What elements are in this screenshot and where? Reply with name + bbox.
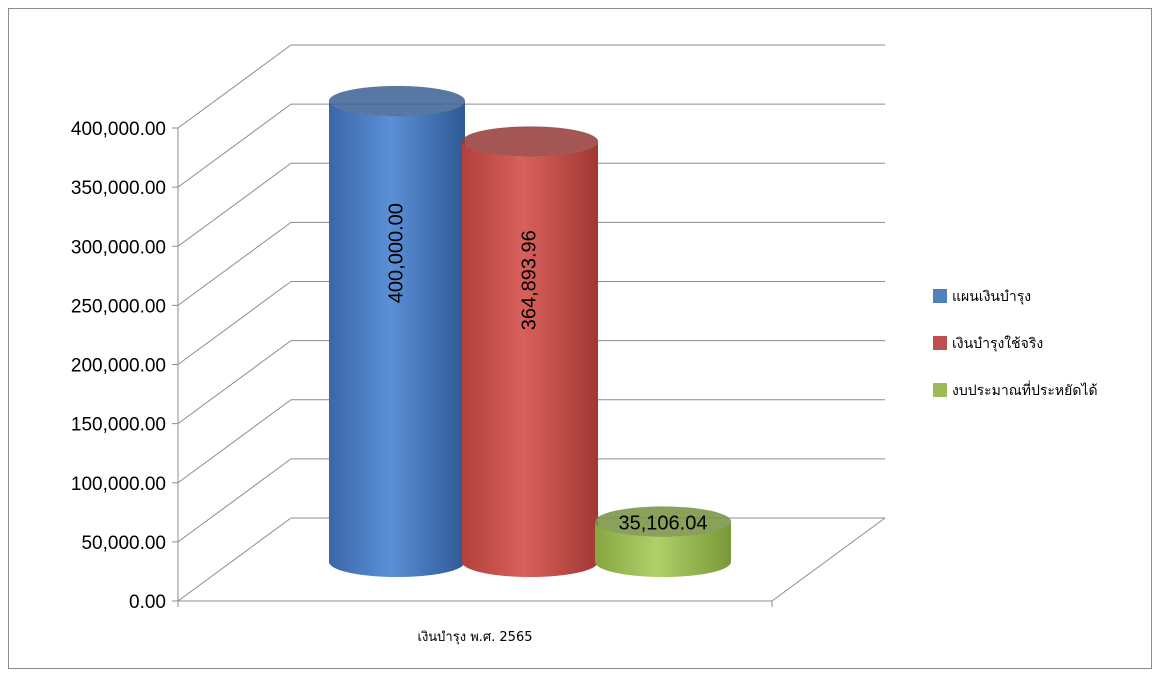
legend-swatch xyxy=(933,336,947,350)
bar-top xyxy=(461,125,599,157)
bar-3: 35,106.04 xyxy=(594,506,732,577)
gridline-side xyxy=(177,44,292,129)
data-label: 400,000.00 xyxy=(385,203,407,303)
bar-body xyxy=(329,101,465,577)
bar-top xyxy=(594,506,732,538)
y-tick-label: 250,000.00 xyxy=(71,296,166,317)
legend-swatch xyxy=(933,383,947,397)
y-tick-label: 50,000.00 xyxy=(81,533,166,554)
bar-top xyxy=(328,85,466,117)
bar-top-shade xyxy=(462,126,598,157)
gridline-side xyxy=(177,340,292,425)
gridline-side xyxy=(177,103,292,188)
x-axis-categories: เงินบำรุง พ.ศ. 2565 xyxy=(418,630,533,645)
bars: 400,000.00 364,893.96 35,106.04 xyxy=(328,85,732,577)
legend-label: แผนเงินบำรุง xyxy=(952,289,1031,305)
bar-body xyxy=(595,521,731,577)
bar-body xyxy=(462,141,598,577)
gridline-side xyxy=(177,162,292,247)
gridline-side xyxy=(177,281,292,365)
bar-1: 400,000.00 xyxy=(328,85,466,577)
legend-item-2: เงินบำรุงใช้จริง xyxy=(933,335,1043,352)
gridline-side xyxy=(177,399,292,484)
legend-item-3: งบประมาณที่ประหยัดได้ xyxy=(933,381,1098,399)
data-label: 364,893.96 xyxy=(518,230,540,330)
y-tick-label: 200,000.00 xyxy=(71,356,166,377)
legend-item-1: แผนเงินบำรุง xyxy=(933,289,1031,305)
floor-left-edge xyxy=(177,517,292,602)
y-tick-label: 300,000.00 xyxy=(71,237,166,258)
bar-2: 364,893.96 xyxy=(461,125,599,577)
y-tick-label: 100,000.00 xyxy=(71,474,166,495)
y-tick-label: 350,000.00 xyxy=(71,178,166,199)
x-category-label: เงินบำรุง พ.ศ. 2565 xyxy=(418,630,533,645)
legend-label: งบประมาณที่ประหยัดได้ xyxy=(952,381,1098,399)
axes xyxy=(172,127,773,607)
legend-swatch xyxy=(933,289,947,303)
legend: แผนเงินบำรุงเงินบำรุงใช้จริงงบประมาณที่ป… xyxy=(933,289,1098,399)
y-tick-label: 150,000.00 xyxy=(71,415,166,436)
data-label: 35,106.04 xyxy=(619,513,708,535)
bar-top-shade xyxy=(329,86,465,116)
bar-top-shade xyxy=(595,506,731,537)
y-tick-label: 0.00 xyxy=(129,592,166,613)
gridline-side xyxy=(177,221,292,306)
legend-label: เงินบำรุงใช้จริง xyxy=(952,335,1043,352)
gridline-side xyxy=(177,458,292,543)
y-axis-ticks: 0.00 50,000.00 100,000.00 150,000.00 200,000… xyxy=(71,119,166,613)
floor-right-edge xyxy=(771,517,886,602)
y-tick-label: 400,000.00 xyxy=(71,119,166,140)
